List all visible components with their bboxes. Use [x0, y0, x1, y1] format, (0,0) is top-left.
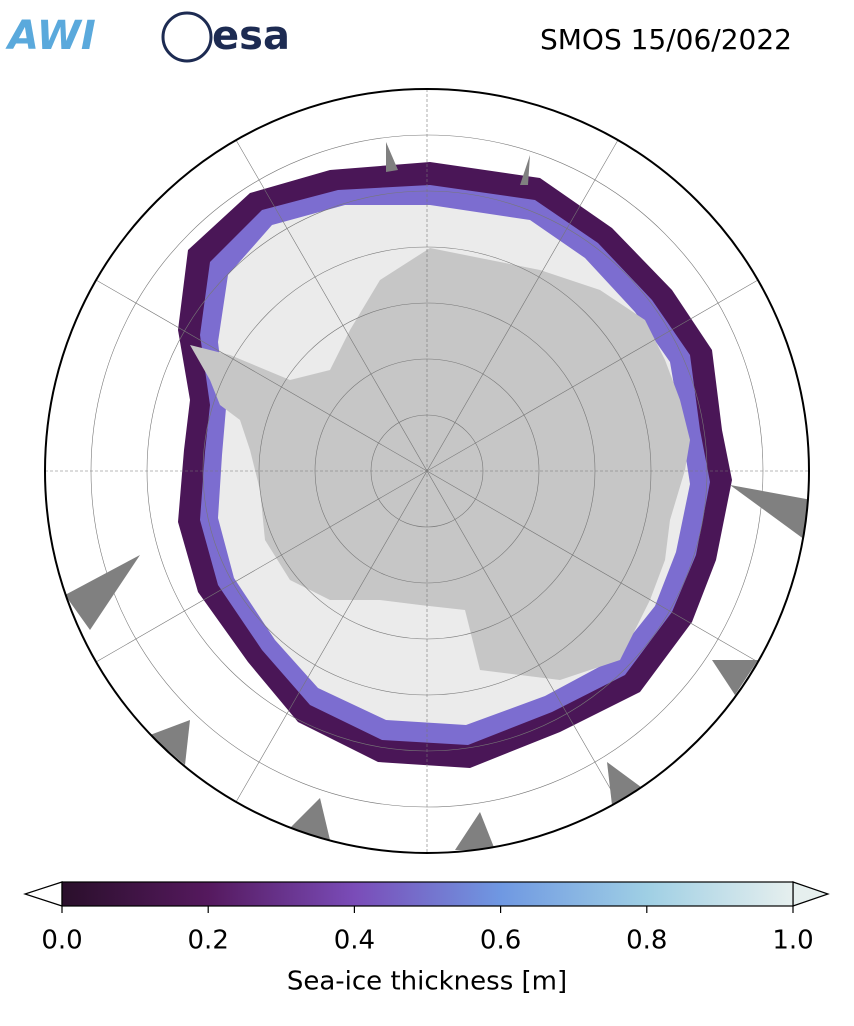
colorbar-tick-label: 0.0 [41, 926, 82, 956]
colorbar-extend-low [23, 881, 63, 907]
no-data [65, 142, 809, 850]
graticule [45, 89, 809, 853]
colorbar-label: Sea-ice thickness [m] [287, 967, 567, 997]
esa-logo: esa [212, 13, 290, 59]
esa-emblem [161, 11, 213, 63]
map-border [44, 88, 810, 854]
colorbar: 0.0 0.2 0.4 0.6 0.8 1.0 [23, 881, 830, 956]
continent [190, 248, 690, 680]
colorbar-tick-label: 0.4 [334, 926, 375, 956]
colorbar-tick-label: 0.8 [626, 926, 667, 956]
awi-logo: AWI [5, 13, 96, 59]
map-title: SMOS 15/06/2022 [540, 23, 792, 56]
colorbar-tick-label: 0.2 [188, 926, 229, 956]
colorbar-extend-high [792, 881, 830, 907]
colorbar-tick-label: 1.0 [772, 926, 813, 956]
colorbar-bar [61, 881, 794, 907]
map [45, 89, 809, 853]
colorbar-tick-label: 0.6 [480, 926, 521, 956]
